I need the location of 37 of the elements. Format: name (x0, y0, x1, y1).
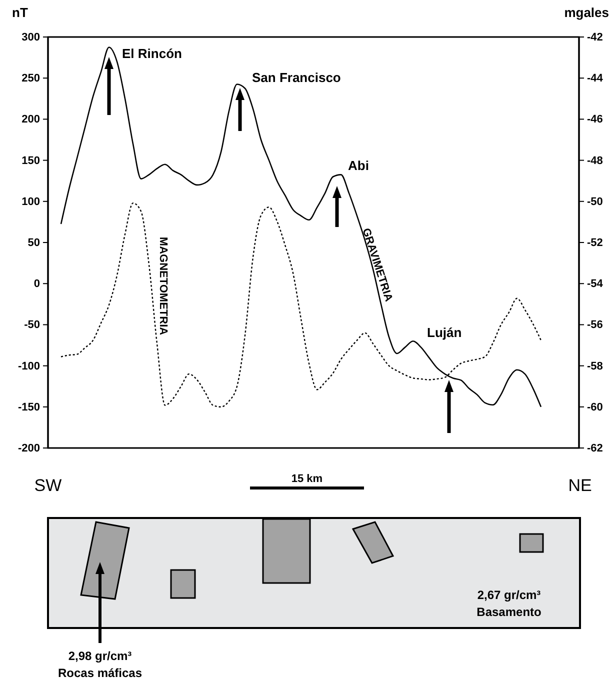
y-tick-label: 100 (22, 196, 40, 208)
text: NE (568, 476, 592, 495)
y2-tick-label: -48 (587, 154, 603, 167)
y2-tick-label: -50 (587, 196, 603, 208)
y-tick-label: 300 (22, 32, 40, 44)
y2-tick-label: -62 (587, 442, 603, 455)
y2-tick-label: -46 (587, 114, 603, 126)
annotation: Abi (348, 158, 369, 173)
y2-tick-label: -58 (587, 360, 603, 372)
text: 2,67 gr/cm³ (477, 588, 541, 602)
y-tick-label: -200 (18, 442, 40, 455)
y-tick-label: -150 (18, 401, 40, 414)
text: 2,98 gr/cm³ (68, 649, 132, 663)
y-tick-label: -100 (18, 360, 40, 372)
text: 15 km (291, 473, 323, 485)
y-axis-title: nT (12, 5, 28, 20)
y2-tick-label: -42 (587, 32, 603, 44)
y-tick-label: 50 (28, 237, 40, 250)
y-tick-label: -50 (24, 319, 40, 332)
y2-axis-title: mgales (564, 5, 609, 20)
y2-tick-label: -44 (587, 72, 604, 85)
annotation: San Francisco (252, 70, 341, 85)
y-tick-label: 250 (22, 72, 40, 85)
annotation: Luján (427, 325, 462, 340)
y2-tick-label: -52 (587, 237, 603, 250)
line-series (60, 46, 542, 408)
y-tick-label: 0 (34, 278, 40, 290)
text: Basamento (476, 605, 542, 619)
text: MAGNETOMETRIA (157, 236, 170, 336)
y-tick-label: 200 (22, 114, 40, 126)
text: SW (34, 476, 62, 495)
y2-tick-label: -54 (587, 278, 604, 290)
text: Rocas máficas (58, 666, 142, 679)
y2-tick-label: -60 (587, 401, 603, 414)
y-tick-label: 150 (22, 154, 40, 167)
annotation: El Rincón (122, 46, 182, 61)
y2-tick-label: -56 (587, 319, 603, 332)
